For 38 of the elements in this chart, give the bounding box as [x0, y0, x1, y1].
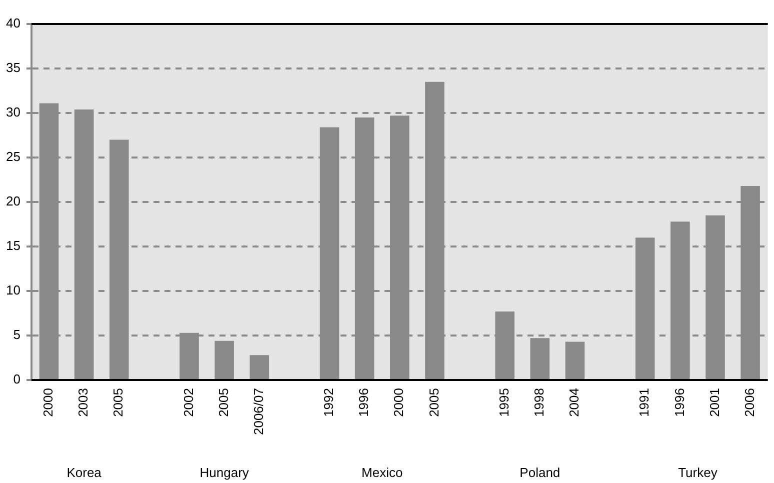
y-tick-label: 0 [13, 372, 20, 387]
bar [109, 140, 129, 380]
x-tick-label: 2000 [391, 388, 406, 417]
y-tick-label: 5 [13, 327, 20, 342]
text: Hungary [200, 465, 250, 480]
x-tick-label: 2005 [110, 388, 126, 417]
bar [670, 222, 690, 380]
x-tick-label: 1996 [356, 388, 372, 417]
text: Korea [66, 465, 102, 480]
bar [250, 355, 270, 380]
y-tick-label: 10 [6, 282, 20, 298]
bar [74, 109, 94, 380]
x-tick-label: 2001 [706, 388, 722, 417]
x-tick-label: 1996 [672, 388, 687, 417]
text: Turkey [678, 465, 718, 480]
x-tick-label: 2000 [40, 388, 56, 417]
x-tick-label: 2002 [180, 388, 196, 417]
x-tick-label: 2006/07 [250, 388, 266, 436]
x-tick-label: 2005 [216, 388, 231, 417]
y-tick-label: 25 [6, 149, 20, 164]
text: Mexico [362, 465, 403, 480]
bar [214, 340, 234, 380]
x-tick-label: 2003 [76, 388, 91, 417]
bar [635, 238, 655, 380]
x-tick-label: 2004 [566, 388, 582, 417]
x-tick-label: 1991 [636, 388, 652, 417]
x-tick-label: 1995 [496, 388, 512, 417]
y-tick-label: 30 [6, 104, 20, 120]
x-tick-label: 2005 [426, 388, 442, 417]
y-tick-label: 20 [6, 194, 20, 209]
x-tick-label: 1992 [321, 388, 336, 417]
text: Poland [520, 465, 560, 480]
bar [565, 342, 585, 380]
y-tick-label: 40 [6, 16, 20, 31]
x-tick-label: 1998 [531, 388, 546, 417]
x-tick-label: 2006 [742, 388, 757, 417]
y-tick-label: 35 [6, 60, 20, 76]
y-tick-label: 15 [6, 238, 20, 254]
